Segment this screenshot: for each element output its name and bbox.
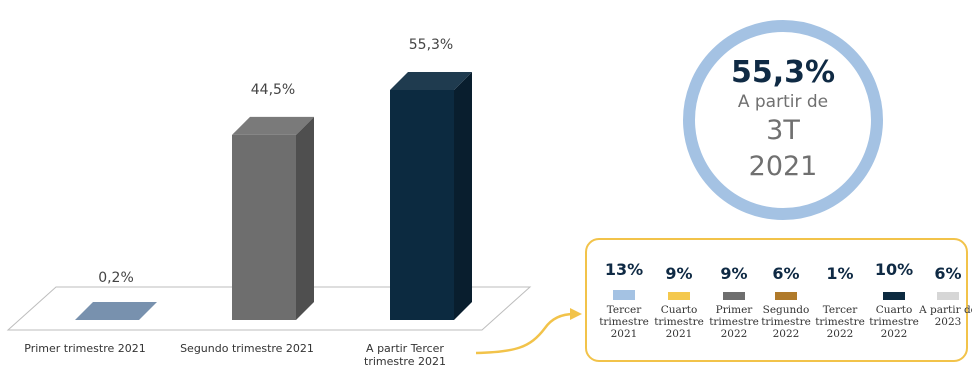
breakdown-label: Primer trimestre 2022 — [709, 304, 759, 340]
breakdown-value: 10% — [874, 260, 914, 279]
breakdown-value: 6% — [934, 264, 962, 283]
breakdown-label: Tercer trimestre 2021 — [599, 304, 649, 340]
bar-value-label: 55,3% — [408, 37, 454, 53]
bar-top-1 — [232, 116, 314, 135]
breakdown-swatch — [829, 292, 851, 300]
breakdown-value: 6% — [772, 264, 800, 283]
breakdown-label: Tercer trimestre 2022 — [815, 304, 865, 340]
breakdown-swatch — [668, 292, 690, 300]
quarterly-breakdown-panel: 13% Tercer trimestre 2021 9% Cuarto trimest… — [585, 238, 972, 362]
breakdown-label: Cuarto trimestre 2021 — [654, 304, 704, 340]
bar-2 — [390, 90, 454, 320]
breakdown-swatch — [937, 292, 959, 300]
ring-line2: 3T — [766, 115, 800, 146]
breakdown-swatch — [883, 292, 905, 300]
breakdown-label: Cuarto trimestre 2022 — [869, 304, 919, 340]
category-label: A partir Tercer trimestre 2021 — [364, 342, 446, 368]
category-label: Primer trimestre 2021 — [24, 342, 146, 355]
bar-1 — [232, 134, 296, 320]
breakdown-value: 9% — [720, 264, 748, 283]
bar-side-1 — [296, 116, 314, 320]
ring-value: 55,3% — [730, 55, 836, 90]
breakdown-value: 1% — [826, 264, 854, 283]
breakdown-swatch — [723, 292, 745, 300]
summary-ring: 55,3% A partir de 3T 2021 — [683, 20, 883, 220]
breakdown-value: 9% — [665, 264, 693, 283]
bar-primer-trimestre-2021 — [75, 302, 157, 320]
breakdown-label: Segundo trimestre 2022 — [761, 304, 811, 340]
breakdown-swatch — [775, 292, 797, 300]
category-label: Segundo trimestre 2021 — [180, 342, 314, 355]
breakdown-value: 13% — [604, 260, 644, 279]
main-3d-column-chart — [6, 72, 532, 331]
ring-line1: A partir de — [737, 92, 829, 112]
bar-side-2 — [454, 72, 472, 320]
arrow-icon — [475, 308, 582, 355]
bar-value-label: 44,5% — [250, 81, 296, 98]
breakdown-label: A partir de 2023 — [919, 304, 972, 328]
breakdown-swatch — [613, 290, 635, 300]
bar-value-label: 0,2% — [98, 270, 134, 286]
bar-top-2 — [390, 72, 472, 90]
ring-line3: 2021 — [748, 151, 818, 182]
